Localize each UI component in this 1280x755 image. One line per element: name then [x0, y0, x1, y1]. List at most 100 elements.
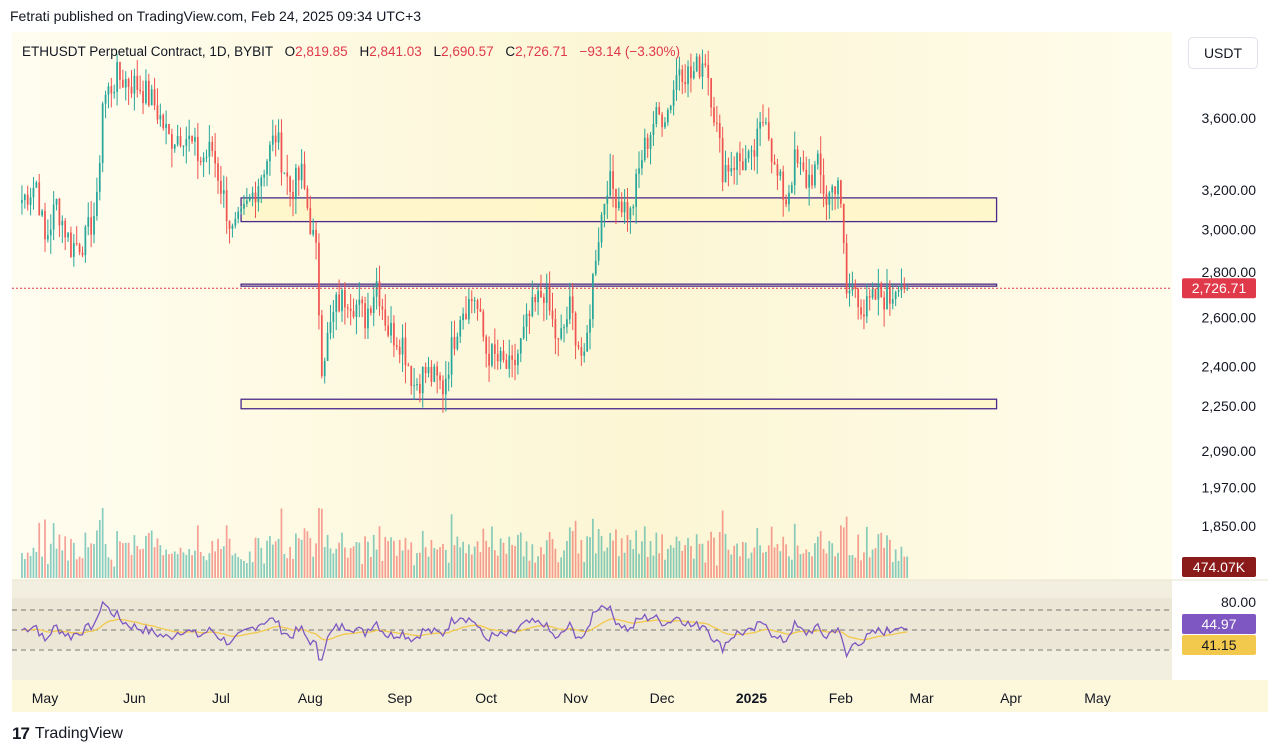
- candle-body: [162, 115, 165, 129]
- candle-body: [173, 144, 176, 149]
- candle-body: [390, 322, 392, 336]
- candle-body: [762, 122, 764, 124]
- volume-bar: [479, 552, 482, 578]
- volume-bar: [459, 547, 462, 578]
- candle-body: [528, 313, 531, 317]
- chart-svg[interactable]: 3,600.00 3,200.00 3,000.00 2,800.00 2,600.00…: [12, 32, 1268, 712]
- candle-body: [257, 186, 260, 203]
- candle-body: [724, 165, 727, 183]
- chart-legend: ETHUSDT Perpetual Contract, 1D, BYBIT O2…: [22, 44, 680, 59]
- candle-body: [517, 353, 519, 366]
- candle-body: [557, 338, 560, 340]
- volume-bar: [421, 530, 424, 578]
- candle-body: [64, 220, 67, 238]
- candle-body: [208, 141, 211, 157]
- candle-body: [139, 89, 142, 92]
- candle-body: [459, 320, 462, 337]
- volume-bar: [398, 539, 401, 578]
- volume-bar: [828, 541, 831, 578]
- candle-body: [716, 122, 718, 124]
- candle-body: [75, 243, 78, 245]
- volume-bar: [84, 532, 87, 578]
- candle-body: [395, 345, 398, 347]
- candle-body: [341, 289, 343, 312]
- volume-bar: [306, 531, 309, 578]
- candle-body: [309, 207, 312, 235]
- volume-bar: [606, 547, 609, 578]
- volume-bar: [482, 528, 485, 578]
- candle-body: [456, 336, 459, 349]
- candle-body: [470, 299, 473, 302]
- candle-body: [554, 319, 557, 339]
- candle-body: [119, 62, 121, 80]
- volume-bar: [199, 551, 202, 578]
- candle-body: [222, 190, 225, 194]
- legend-close-label: C: [505, 44, 516, 59]
- candle-body: [583, 351, 586, 356]
- volume-bar: [410, 542, 413, 578]
- volume-bar: [825, 553, 828, 578]
- candle-body: [225, 190, 228, 222]
- volume-bar: [577, 553, 580, 578]
- candle-body: [560, 328, 563, 339]
- y-tick-label: 2,400.00: [1202, 358, 1257, 374]
- candle-body: [894, 291, 897, 300]
- candle-body: [217, 163, 219, 181]
- volume-bar: [790, 559, 793, 578]
- candle-body: [681, 69, 684, 83]
- volume-bar: [863, 552, 865, 578]
- candle-body: [277, 132, 280, 143]
- volume-bar: [617, 556, 620, 578]
- candle-body: [741, 161, 744, 171]
- candle-body: [326, 332, 329, 361]
- candle-body: [502, 351, 505, 361]
- chart-frame[interactable]: 3,600.00 3,200.00 3,000.00 2,800.00 2,600.00…: [12, 32, 1268, 712]
- candle-body: [874, 288, 877, 300]
- volume-bar: [759, 545, 761, 578]
- currency-button[interactable]: USDT: [1188, 37, 1258, 69]
- candle-body: [785, 199, 787, 205]
- volume-bar: [695, 534, 698, 578]
- candle-body: [672, 89, 675, 106]
- candle-body: [398, 346, 401, 355]
- candle-body: [620, 201, 623, 213]
- volume-bar: [491, 526, 493, 578]
- candle-body: [260, 177, 263, 187]
- candle-body: [335, 294, 338, 312]
- volume-bar: [583, 562, 586, 578]
- candle-body: [338, 294, 340, 312]
- candle-body: [652, 123, 655, 136]
- volume-bar: [788, 556, 790, 578]
- candle-body: [381, 306, 384, 310]
- volume-bar: [456, 536, 459, 578]
- volume-tag-bg: [1182, 557, 1256, 577]
- volume-bar: [23, 559, 26, 578]
- volume-bar: [574, 520, 577, 578]
- candle-body: [61, 220, 64, 226]
- candle-body: [234, 218, 237, 226]
- candle-body: [450, 337, 453, 375]
- candle-body: [733, 167, 736, 171]
- volume-bar: [883, 547, 885, 578]
- x-tick-label: Oct: [475, 690, 497, 706]
- candle-body: [424, 367, 427, 374]
- volume-bar: [623, 552, 626, 578]
- candle-body: [736, 153, 738, 171]
- candle-body: [87, 217, 90, 227]
- volume-bar: [191, 555, 193, 578]
- volume-bar: [381, 560, 384, 578]
- volume-bar: [352, 546, 355, 578]
- candle-body: [603, 203, 606, 215]
- volume-bar: [67, 560, 69, 578]
- candle-body: [782, 171, 785, 200]
- candle-body: [23, 194, 26, 201]
- volume-bar: [854, 557, 857, 578]
- candle-body: [860, 307, 862, 315]
- volume-bar: [251, 562, 254, 578]
- tradingview-logo[interactable]: 17 TradingView: [12, 724, 123, 744]
- volume-bar: [525, 541, 528, 578]
- candle-body: [67, 232, 69, 238]
- support-resistance-zone: [240, 283, 998, 287]
- candle-body: [649, 135, 652, 149]
- rsi-ma-tag-bg: [1182, 635, 1256, 655]
